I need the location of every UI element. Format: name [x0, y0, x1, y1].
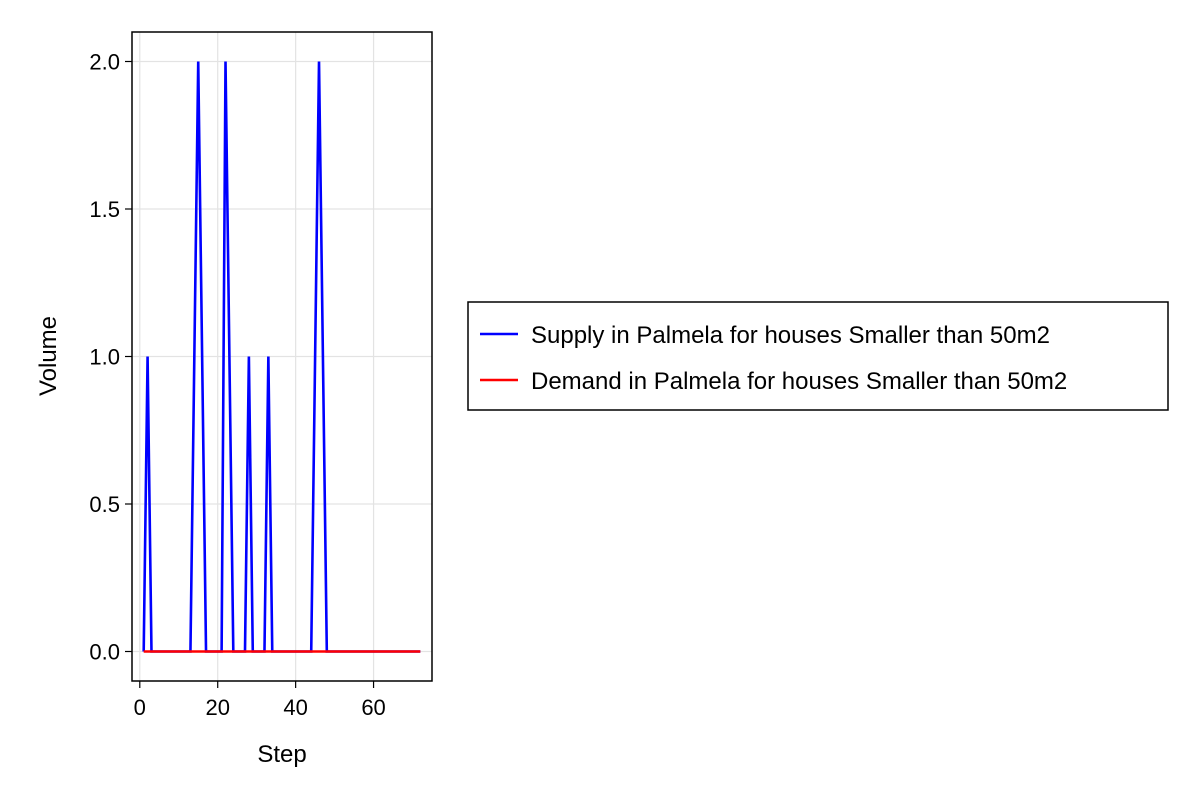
- legend-label-supply: Supply in Palmela for houses Smaller tha…: [531, 322, 1050, 349]
- y-tick-label: 1.5: [89, 197, 120, 222]
- y-tick-label: 1.0: [89, 345, 120, 370]
- x-tick-label: 20: [205, 695, 229, 720]
- legend: Supply in Palmela for houses Smaller tha…: [467, 301, 1169, 411]
- y-axis-label: Volume: [35, 316, 62, 396]
- legend-label-demand: Demand in Palmela for houses Smaller tha…: [531, 368, 1067, 395]
- series-layer: [142, 61, 421, 653]
- legend-box: [467, 301, 1169, 411]
- x-tick-label: 60: [361, 695, 385, 720]
- axis-ticks: 0 20 40 60 0.0 0.5 1.0 1.5 2.0: [89, 50, 385, 721]
- grid-lines: [132, 32, 432, 681]
- x-tick-label: 40: [283, 695, 307, 720]
- x-axis-label: Step: [257, 741, 306, 768]
- y-tick-label: 0.5: [89, 492, 120, 517]
- y-tick-label: 0.0: [89, 640, 120, 665]
- y-tick-label: 2.0: [89, 50, 120, 75]
- x-tick-label: 0: [134, 695, 146, 720]
